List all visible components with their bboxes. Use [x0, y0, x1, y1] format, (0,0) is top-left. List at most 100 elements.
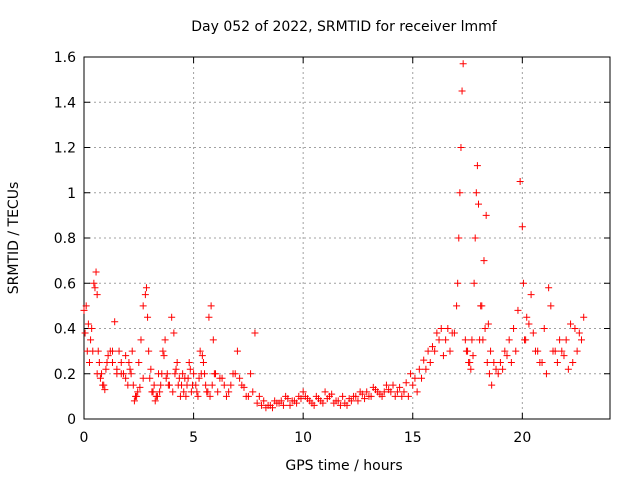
data-point: [467, 365, 475, 373]
data-point: [227, 381, 235, 389]
data-point: [534, 347, 542, 355]
data-point: [465, 358, 473, 366]
data-point: [558, 347, 566, 355]
data-point: [454, 279, 462, 287]
data-point: [455, 234, 463, 242]
data-point: [450, 329, 458, 337]
data-point: [80, 306, 88, 314]
data-point: [519, 279, 527, 287]
data-point: [178, 381, 186, 389]
data-point: [172, 365, 180, 373]
data-point: [207, 302, 215, 310]
data-point: [569, 358, 577, 366]
data-point: [514, 306, 522, 314]
data-point: [580, 313, 588, 321]
data-point: [297, 395, 305, 403]
data-point: [400, 388, 408, 396]
data-point: [402, 379, 410, 387]
data-point: [553, 358, 561, 366]
data-point: [93, 370, 101, 378]
data-point: [540, 325, 548, 332]
data-point: [247, 370, 255, 378]
data-point: [341, 399, 349, 407]
data-point: [202, 381, 210, 389]
data-point: [469, 352, 477, 360]
data-point: [426, 358, 434, 366]
data-point: [345, 395, 353, 403]
data-point: [196, 347, 204, 355]
y-tick-label: 0.8: [54, 231, 76, 247]
data-point: [522, 336, 530, 344]
data-point: [492, 365, 500, 373]
x-tick-label: 15: [404, 430, 422, 446]
data-point: [159, 347, 167, 355]
data-point: [490, 358, 498, 366]
data-point: [367, 392, 375, 400]
data-point: [218, 374, 226, 382]
data-point: [319, 399, 327, 407]
data-point: [160, 352, 168, 360]
data-point: [485, 370, 493, 378]
data-point: [168, 313, 176, 321]
data-point: [551, 347, 559, 355]
data-point: [458, 87, 466, 95]
data-point: [328, 390, 336, 398]
data-point: [332, 397, 340, 405]
data-point: [547, 302, 555, 310]
data-point: [487, 347, 495, 355]
x-tick-label: 0: [80, 430, 89, 446]
data-point: [91, 284, 99, 292]
data-point: [404, 392, 412, 400]
data-point: [459, 60, 467, 68]
data-point: [279, 401, 287, 409]
data-point: [507, 358, 515, 366]
y-tick-label: 1.6: [54, 50, 76, 66]
data-point: [103, 358, 111, 366]
data-point: [472, 189, 480, 197]
data-point: [483, 358, 491, 366]
y-tick-label: 1.4: [54, 95, 76, 111]
data-point: [391, 392, 399, 400]
data-point: [484, 320, 492, 328]
data-point: [151, 397, 159, 405]
data-point: [222, 392, 230, 400]
data-point: [134, 388, 142, 396]
data-point: [503, 352, 511, 360]
data-point: [339, 392, 347, 400]
data-point: [567, 320, 575, 328]
data-point: [260, 397, 268, 405]
data-point: [481, 325, 489, 332]
data-point: [130, 397, 138, 405]
data-point: [409, 381, 417, 389]
data-point: [266, 401, 274, 409]
data-point: [122, 352, 130, 360]
data-point: [354, 397, 362, 405]
data-point: [380, 388, 388, 396]
data-point: [139, 302, 147, 310]
data-point: [128, 347, 136, 355]
data-point: [461, 336, 469, 344]
data-point: [170, 329, 178, 337]
data-point: [361, 395, 369, 403]
data-point: [93, 291, 101, 299]
data-point: [564, 365, 572, 373]
data-point: [275, 399, 283, 407]
data-point: [494, 370, 502, 378]
data-point: [117, 370, 125, 378]
data-point: [471, 234, 479, 242]
data-point: [244, 392, 252, 400]
data-point: [164, 381, 172, 389]
data-point: [108, 347, 116, 355]
data-point: [175, 374, 183, 382]
data-point: [512, 347, 520, 355]
data-point: [446, 347, 454, 355]
data-point: [299, 388, 307, 396]
data-point: [462, 347, 470, 355]
data-point: [137, 336, 145, 344]
data-point: [195, 374, 203, 382]
data-point: [475, 200, 482, 208]
data-point: [473, 162, 481, 170]
data-point: [431, 347, 439, 355]
data-point: [413, 388, 421, 396]
data-point: [87, 336, 95, 344]
